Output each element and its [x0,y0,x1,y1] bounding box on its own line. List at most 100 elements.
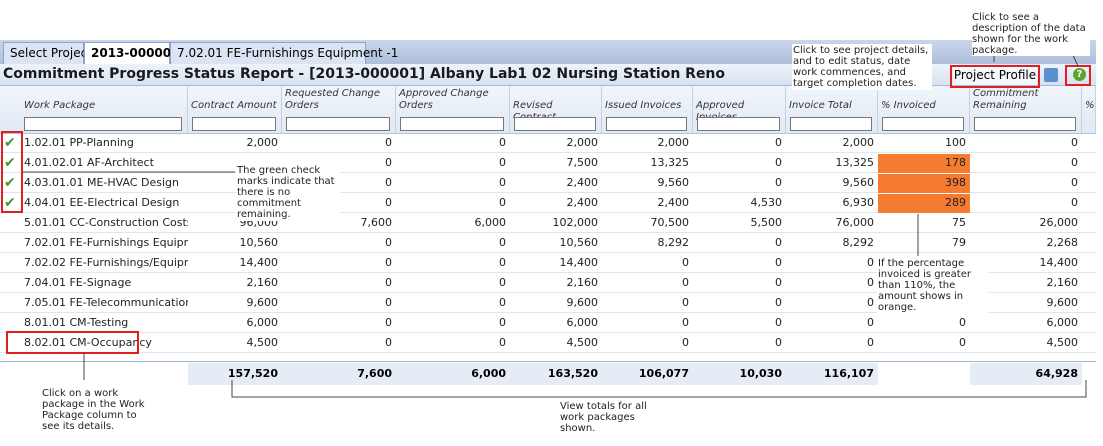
cell-value: 289 [945,196,966,209]
cell-value: 398 [945,176,966,189]
work-package-link[interactable]: 7.04.01 FE-Signage [24,276,132,289]
cell-value: 2,000 [246,136,279,149]
cell-value: 10,560 [559,236,599,249]
tab[interactable]: 2013-000001 [84,42,179,64]
cell-value: 6,000 [1046,316,1079,329]
cell-value: 4,530 [750,196,783,209]
cell-value: 13,325 [650,156,690,169]
cell-value: 9,560 [657,176,690,189]
cell-value: 14,400 [559,256,599,269]
filter-input[interactable] [882,117,964,131]
over-invoiced-highlight [878,174,970,193]
filter-input[interactable] [192,117,276,131]
cell-value: 2,000 [842,136,875,149]
filter-input[interactable] [514,117,596,131]
cell-value: 14,400 [1039,256,1079,269]
filter-input[interactable] [974,117,1076,131]
grid-body-end [0,361,1096,362]
export-icon[interactable] [1044,68,1058,82]
cell-value: 0 [682,336,689,349]
cell-value: 0 [385,176,392,189]
cell-value: 6,930 [842,196,875,209]
project-profile-button[interactable]: Project Profile [953,67,1037,85]
cell-value: 75 [952,216,966,229]
cell-value: 26,000 [1039,216,1079,229]
cell-value: 0 [499,156,506,169]
cell-value: 6,000 [474,216,507,229]
total-value: 10,030 [693,363,786,385]
work-package-link[interactable]: 8.02.01 CM-Occupancy [24,336,152,349]
check-mark: ✔ [4,195,16,211]
cell-value: 8,292 [657,236,690,249]
work-package-link[interactable]: 7.02.01 FE-Furnishings Equipment -1 [24,236,188,249]
total-value: 7,600 [282,363,396,385]
cell-value: 13,325 [835,156,875,169]
cell-value: 2,268 [1046,236,1079,249]
cell-value: 0 [499,136,506,149]
cell-value: 0 [682,316,689,329]
cell-value: 4,500 [566,336,599,349]
row-bg [0,333,1096,353]
cell-value: 2,160 [1046,276,1079,289]
tab[interactable]: Select Project [3,42,92,64]
total-value: 64,928 [970,363,1082,385]
callout-project-profile: Click to see project details, and to edi… [792,44,932,90]
cell-value: 7,500 [566,156,599,169]
over-invoiced-highlight [878,194,970,213]
cell-value: 0 [385,276,392,289]
cell-value: 0 [499,176,506,189]
cell-value: 0 [385,136,392,149]
cell-value: 76,000 [835,216,875,229]
cell-value: 0 [775,156,782,169]
row-bg [0,233,1096,253]
work-package-link[interactable]: 5.01.01 CC-Construction Costs [24,216,188,229]
cell-value: 0 [385,256,392,269]
tab[interactable]: 7.02.01 FE-Furnishings Equipment -1 [170,42,398,64]
filter-input[interactable] [24,117,182,131]
cell-value: 9,600 [566,296,599,309]
callout-checks: The green check marks indicate that ther… [236,164,340,221]
callout-totals: View totals for all work packages shown. [560,401,672,434]
work-package-link[interactable]: 8.01.01 CM-Testing [24,316,129,329]
work-package-link[interactable]: 7.02.02 FE-Furnishings/Equipment-2 [24,256,188,269]
cell-value: 0 [959,336,966,349]
row-bg [0,293,1096,313]
work-package-link[interactable]: 4.01.02.01 AF-Architect [24,156,154,169]
cell-value: 0 [385,236,392,249]
cell-value: 8,292 [842,236,875,249]
cell-value: 0 [499,336,506,349]
cell-value: 0 [385,296,392,309]
callout-orange: If the percentage invoiced is greater th… [877,257,989,314]
help-icon[interactable]: ? [1073,68,1086,81]
check-mark: ✔ [4,155,16,171]
cell-value: 2,400 [566,176,599,189]
cell-value: 2,000 [657,136,690,149]
cell-value: 0 [867,256,874,269]
filter-input[interactable] [606,117,687,131]
cell-value: 6,000 [566,316,599,329]
cell-value: 6,000 [246,316,279,329]
row-bg [0,273,1096,293]
callout-help: Click to see a description of the data s… [972,12,1090,56]
cell-value: 0 [499,256,506,269]
filter-input[interactable] [400,117,504,131]
cell-value: 0 [867,316,874,329]
cell-value: 5,500 [750,216,783,229]
filter-input[interactable] [286,117,390,131]
work-package-link[interactable]: 4.03.01.01 ME-HVAC Design [24,176,179,189]
cell-value: 0 [775,176,782,189]
cell-value: 0 [775,136,782,149]
filter-input[interactable] [697,117,780,131]
work-package-link[interactable]: 1.02.01 PP-Planning [24,136,134,149]
cell-value: 0 [682,276,689,289]
column-header[interactable]: % [1082,86,1096,134]
row-bg [0,213,1096,233]
work-package-link[interactable]: 7.05.01 FE-Telecommunication [24,296,188,309]
work-package-link[interactable]: 4.04.01 EE-Electrical Design [24,196,180,209]
cell-value: 0 [682,256,689,269]
cell-value: 2,160 [566,276,599,289]
check-mark: ✔ [4,175,16,191]
cell-value: 0 [682,296,689,309]
total-value: 157,520 [188,363,282,385]
filter-input[interactable] [790,117,872,131]
